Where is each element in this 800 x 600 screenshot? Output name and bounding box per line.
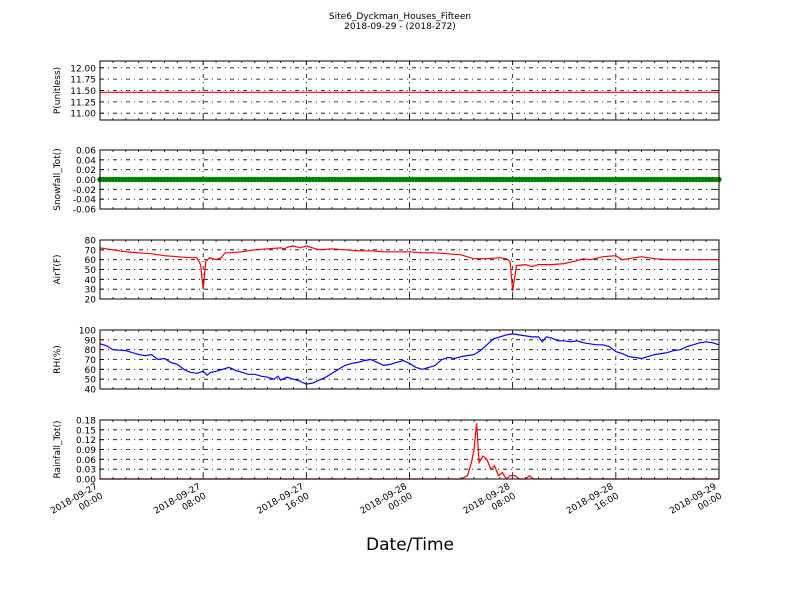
y-tick-label: 11.75 (70, 76, 96, 86)
subplot-2: -0.06-0.04-0.020.000.020.040.06 Snowfall_… (53, 147, 722, 216)
y-tick-label: 50 (85, 266, 97, 276)
y-axis-label: P(unitless) (53, 67, 63, 114)
y-tick-label: 0.12 (76, 436, 96, 446)
y-tick-label: 0.09 (76, 446, 96, 456)
y-tick-label: 0.00 (76, 476, 96, 486)
y-axis-label: Rainfall_Tot() (53, 421, 63, 479)
y-tick-label: 11.50 (70, 87, 96, 97)
y-tick-label: 0.00 (76, 176, 96, 186)
y-tick-label: 11.25 (70, 98, 96, 108)
axes-frame (99, 60, 720, 121)
y-tick-label: 0.15 (76, 426, 96, 436)
subplot-5: 0.000.030.060.090.120.150.18 Rainfall_Tot… (53, 417, 720, 486)
y-tick-label: 30 (85, 286, 97, 296)
y-axis-label: Snowfall_Tot() (53, 148, 63, 211)
figure-title-line2: 2018-09-29 - (2018-272) (344, 22, 456, 32)
y-tick-label: 70 (85, 246, 97, 256)
y-tick-label: 0.06 (76, 147, 96, 157)
y-tick-label: 60 (85, 366, 97, 376)
y-tick-label: 80 (85, 237, 97, 247)
y-tick-label: 11.00 (70, 110, 96, 120)
y-tick-label: 50 (85, 376, 97, 386)
axes-frame (99, 419, 720, 480)
y-tick-label: 80 (85, 346, 97, 356)
axes-frame (99, 329, 720, 390)
y-axis-label: RH(%) (53, 345, 63, 374)
y-tick-label: 12.00 (70, 64, 96, 74)
axes-frame (99, 149, 720, 210)
y-tick-label: 100 (79, 327, 96, 337)
y-tick-label: 60 (85, 256, 97, 266)
y-tick-label: 0.04 (76, 156, 96, 166)
y-tick-label: 90 (85, 336, 97, 346)
y-tick-label: 0.06 (76, 456, 96, 466)
y-tick-label: 0.03 (76, 466, 96, 476)
y-tick-label: 20 (85, 296, 97, 306)
y-tick-label: 70 (85, 356, 97, 366)
y-tick-label: 0.18 (76, 417, 96, 427)
x-axis-label: Date/Time (366, 535, 454, 555)
y-tick-label: -0.06 (73, 206, 97, 216)
y-axis-label: AirT(F) (53, 254, 63, 284)
series-line (100, 423, 719, 480)
y-tick-label: 40 (85, 276, 97, 286)
figure-title-line1: Site6_Dyckman_Houses_Fifteen (329, 12, 471, 22)
y-tick-label: 0.02 (76, 166, 96, 176)
series-line (99, 333, 720, 385)
series-line (99, 245, 719, 292)
y-tick-label: -0.04 (73, 196, 97, 206)
y-tick-label: -0.02 (73, 186, 96, 196)
axes-frame (99, 239, 720, 300)
y-tick-label: 40 (85, 386, 97, 396)
